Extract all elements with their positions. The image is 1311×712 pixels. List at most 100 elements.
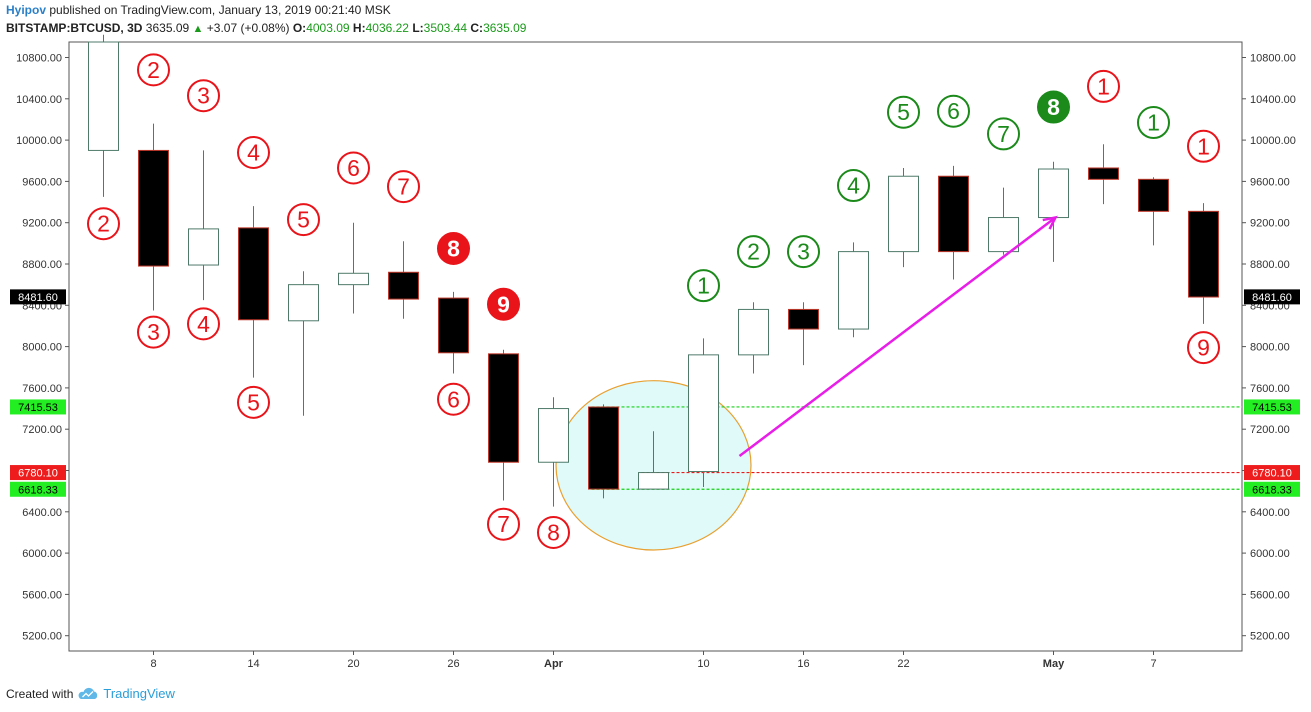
count-marker-label: 6 (347, 155, 360, 181)
trend-arrow-layer (738, 215, 1058, 458)
candle-body (1038, 168, 1069, 219)
count-marker-label: 9 (1197, 335, 1210, 361)
candle-body (438, 297, 469, 354)
count-marker-label: 1 (1147, 110, 1160, 136)
y-tick-label-right: 7200.00 (1250, 424, 1290, 436)
count-marker: 3 (137, 315, 170, 349)
count-marker-circle (287, 203, 320, 237)
count-marker-circle (387, 170, 420, 204)
tradingview-cloud-icon (78, 687, 98, 699)
y-tick-label-right: 5200.00 (1250, 631, 1290, 643)
x-tick-label: 26 (447, 658, 459, 670)
count-marker-circle (987, 117, 1020, 151)
x-tick-label: May (1043, 658, 1065, 670)
count-marker: 1 (1087, 69, 1120, 103)
low-label: L: (412, 21, 424, 35)
count-marker-circle (1087, 69, 1120, 103)
price-change: +3.07 (+0.08%) (206, 21, 290, 35)
candle-body (938, 175, 969, 253)
high-label: H: (352, 21, 366, 35)
count-marker-circle (237, 135, 270, 169)
x-tick-label: 22 (897, 658, 909, 670)
count-marker-circle (437, 382, 470, 416)
candle-body (888, 175, 919, 253)
count-marker-label: 1 (697, 273, 710, 299)
count-marker-label: 8 (447, 236, 460, 262)
count-marker: 5 (287, 203, 320, 237)
count-marker-circle (1187, 129, 1220, 163)
change-up-icon: ▲ (192, 23, 204, 35)
count-marker-circle (787, 235, 820, 269)
candle-body (238, 227, 269, 321)
count-marker: 7 (487, 507, 520, 541)
count-marker-label: 5 (297, 207, 310, 233)
count-marker: 8 (537, 515, 570, 549)
count-marker-circle (87, 207, 120, 241)
plot-area (68, 41, 1243, 652)
count-markers-layer: 2 2 3 3 4 4 5 5 6 7 8 6 9 7 8 1 2 3 4 5 6 7 8 1 1 1 9 (87, 53, 1220, 549)
x-tick-label: 7 (1150, 658, 1156, 670)
y-tick-label-left: 9600.00 (22, 176, 62, 188)
candle-body (788, 308, 819, 330)
count-marker-circle (937, 94, 970, 128)
close-label: C: (470, 21, 484, 35)
y-tick-label-left: 8800.00 (22, 259, 62, 271)
level-lines-layer (591, 406, 1242, 490)
level-price-tag-right-label: 6618.33 (1252, 484, 1292, 496)
level-price-tag-left-bg (10, 399, 66, 415)
last-price-tag-left-label: 8481.60 (18, 292, 58, 304)
level-price-tag-right-label: 7415.53 (1252, 402, 1292, 414)
y-tick-label-left: 6400.00 (22, 507, 62, 519)
open-label: O: (292, 21, 307, 35)
count-marker: 1 (687, 269, 720, 303)
candle-body (1138, 178, 1169, 212)
count-marker-circle (437, 232, 470, 266)
count-marker: 6 (337, 151, 370, 185)
count-marker-circle (537, 515, 570, 549)
count-marker-label: 1 (1097, 73, 1110, 99)
candle-body (488, 353, 519, 463)
candle-body (1188, 210, 1219, 298)
candle-body (1088, 167, 1119, 180)
count-marker-circle (187, 307, 220, 341)
chart-frame (68, 41, 1243, 652)
count-marker-label: 3 (197, 83, 210, 109)
level-price-tag-left-label: 6618.33 (18, 484, 58, 496)
count-marker: 1 (1137, 106, 1170, 140)
count-marker: 1 (1187, 129, 1220, 163)
level-price-tag-left-label: 7415.53 (18, 402, 58, 414)
candle-body (138, 149, 169, 267)
count-marker-label: 3 (797, 239, 810, 265)
count-marker: 5 (237, 385, 270, 419)
count-marker: 4 (187, 307, 220, 341)
last-price-tag-right-label: 8481.60 (1252, 292, 1292, 304)
y-tick-label-right: 10400.00 (1250, 94, 1296, 106)
count-marker-circle (737, 235, 770, 269)
count-marker-circle (687, 269, 720, 303)
level-price-tag-right-bg (1244, 399, 1300, 415)
symbol-label: BITSTAMP:BTCUSD, 3D (6, 21, 143, 35)
count-marker: 9 (487, 287, 520, 321)
published-text: published on TradingView.com, January 13… (49, 3, 391, 17)
count-marker: 7 (387, 170, 420, 204)
count-marker: 9 (1187, 331, 1220, 365)
y-tick-label-left: 6000.00 (22, 548, 62, 560)
y-tick-label-left: 8000.00 (22, 342, 62, 354)
level-price-tag-right-bg (1244, 481, 1300, 497)
y-tick-label-right: 10000.00 (1250, 135, 1296, 147)
candle-body (88, 41, 119, 151)
count-marker: 3 (787, 235, 820, 269)
y-tick-label-left: 5200.00 (22, 631, 62, 643)
publish-info: Hyipov published on TradingView.com, Jan… (6, 3, 391, 17)
candle-body (388, 271, 419, 300)
author-name[interactable]: Hyipov (6, 3, 47, 17)
count-marker: 5 (887, 95, 920, 129)
close-value: 3635.09 (483, 21, 527, 35)
y-tick-label-right: 8000.00 (1250, 342, 1290, 354)
y-tick-label-left: 10800.00 (16, 53, 62, 65)
y-tick-label-left: 10400.00 (16, 94, 62, 106)
tradingview-brand-link[interactable]: TradingView (103, 686, 175, 701)
y-tick-label-right: 10800.00 (1250, 53, 1296, 65)
y-tick-label-left: 9200.00 (22, 218, 62, 230)
